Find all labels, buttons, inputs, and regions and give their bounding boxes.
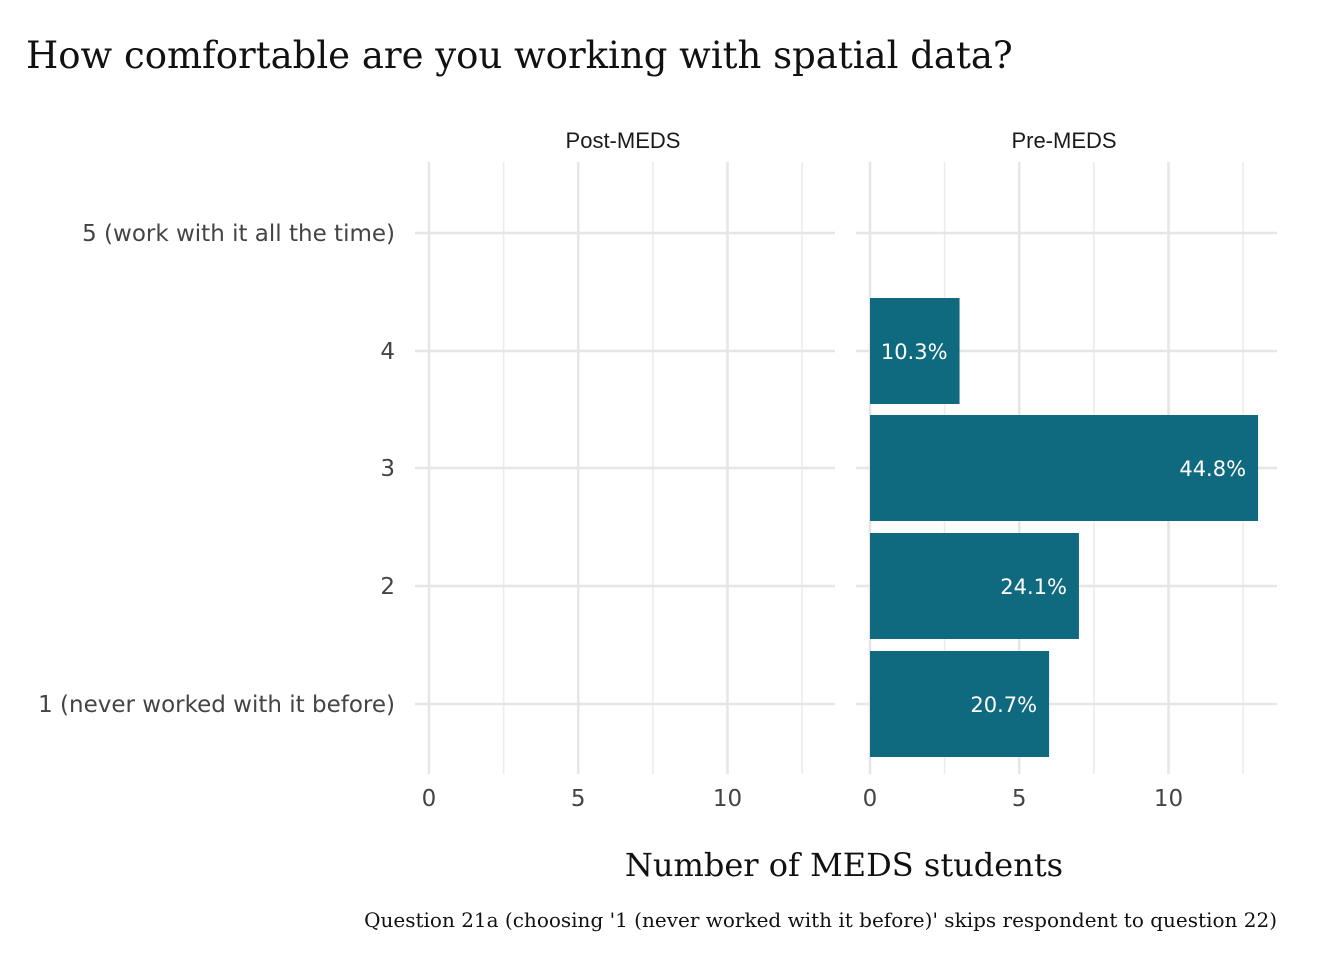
data-label-pre-meds-2: 24.1%: [1000, 575, 1067, 599]
y-tick-label: 3: [380, 456, 395, 482]
chart-title: How comfortable are you working with spa…: [26, 34, 1013, 77]
y-tick-label: 2: [380, 574, 395, 600]
data-label-pre-meds-1: 20.7%: [970, 693, 1037, 717]
data-labels: 20.7% 24.1% 44.8% 10.3%: [881, 340, 1246, 717]
x-tick-label: 10: [713, 786, 742, 812]
y-tick-label: 1 (never worked with it before): [38, 692, 395, 718]
bar-pre-meds-1: [870, 651, 1050, 757]
y-tick-label: 5 (work with it all the time): [82, 221, 395, 247]
data-label-pre-meds-3: 44.8%: [1179, 457, 1246, 481]
x-tick-label: 10: [1154, 786, 1183, 812]
bars: [870, 298, 1259, 757]
bar-pre-meds-3: [870, 415, 1259, 521]
bar-pre-meds-4: [870, 298, 960, 404]
x-axis-label: Number of MEDS students: [625, 846, 1063, 884]
y-tick-label: 4: [380, 339, 395, 365]
x-tick-label: 5: [1012, 786, 1027, 812]
x-tick-label: 0: [863, 786, 878, 812]
axes: Post-MEDS 0 5 10 Pre-MEDS 0 5 10 1 (never worked…: [38, 128, 1183, 812]
x-tick-label: 0: [422, 786, 437, 812]
bar-pre-meds-2: [870, 533, 1079, 639]
data-label-pre-meds-4: 10.3%: [881, 340, 948, 364]
chart-caption: Question 21a (choosing '1 (never worked …: [364, 908, 1277, 932]
panel-title-post-meds: Post-MEDS: [566, 128, 681, 153]
x-tick-label: 5: [571, 786, 586, 812]
panel-title-pre-meds: Pre-MEDS: [1011, 128, 1116, 153]
